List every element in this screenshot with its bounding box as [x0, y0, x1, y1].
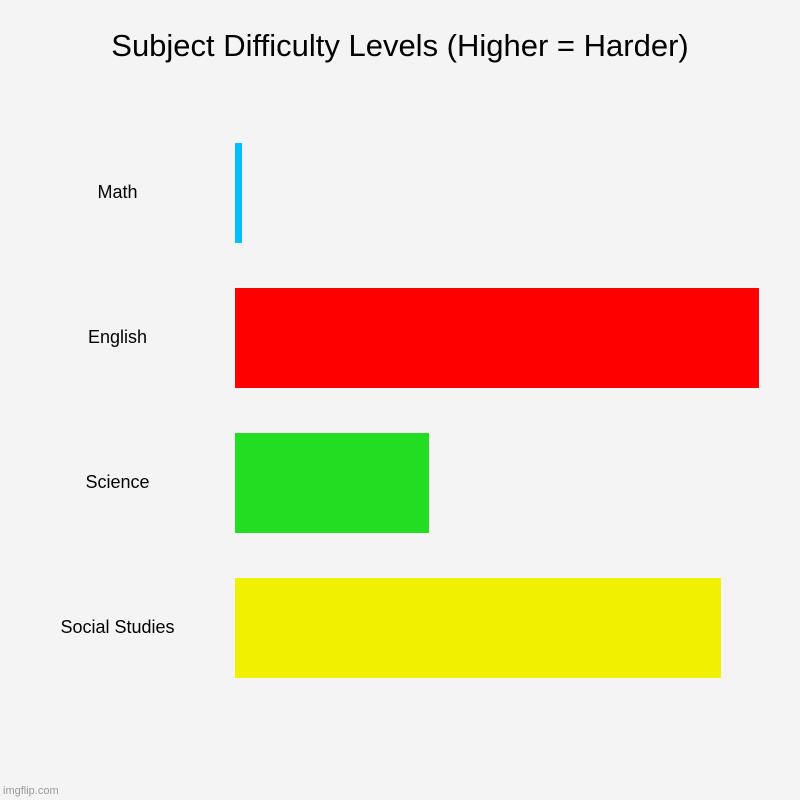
- bar-label: Science: [0, 472, 235, 493]
- bar-label: Math: [0, 182, 235, 203]
- chart-title: Subject Difficulty Levels (Higher = Hard…: [0, 0, 800, 74]
- watermark: imgflip.com: [3, 785, 59, 797]
- bar-social-studies: [235, 578, 721, 678]
- bar-science: [235, 433, 429, 533]
- bar-row: English: [0, 265, 800, 410]
- bar-row: Science: [0, 410, 800, 555]
- chart-area: Math English Science Social Studies: [0, 120, 800, 700]
- bar-english: [235, 288, 759, 388]
- bar-container: [235, 288, 800, 388]
- bar-label: English: [0, 327, 235, 348]
- bar-container: [235, 143, 800, 243]
- bar-container: [235, 578, 800, 678]
- bar-math: [235, 143, 242, 243]
- bar-container: [235, 433, 800, 533]
- bar-label: Social Studies: [0, 617, 235, 638]
- bar-row: Math: [0, 120, 800, 265]
- bar-row: Social Studies: [0, 555, 800, 700]
